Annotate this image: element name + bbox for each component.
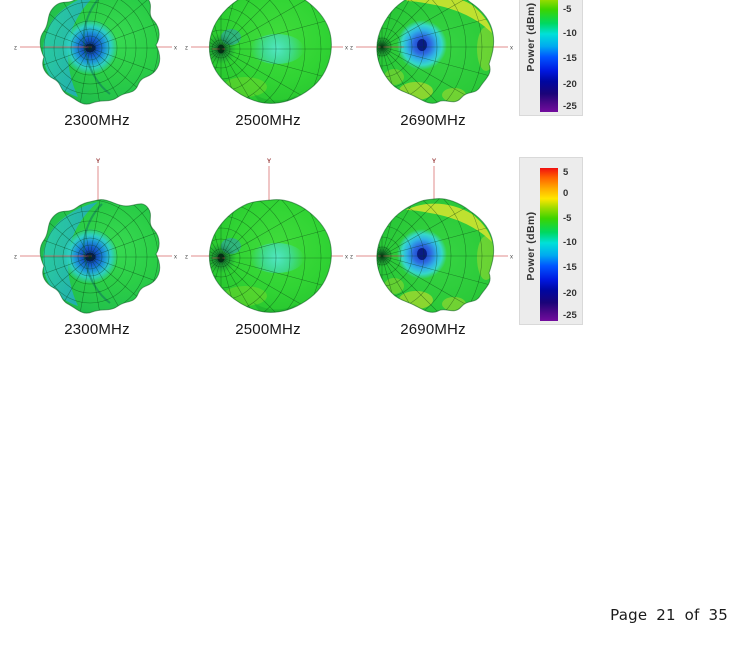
frequency-label: 2500MHz [235,112,301,129]
radiation-pattern-surface [12,180,168,334]
radiation-pattern-2690mhz-row2: Y z x 2690MHz [348,150,518,345]
colorbar-tick: 0 [563,188,569,199]
axis-label-y: Y [267,158,272,165]
radiation-pattern-2500mhz-row1: Y z x 2500MHz [183,0,353,136]
colorbar-tick: -15 [563,262,577,273]
frequency-label: 2300MHz [64,112,130,129]
axis-label-z: z [185,255,188,261]
radiation-pattern-2690mhz-row1: Y z x 2690MHz [348,0,518,136]
colorbar-tick: -20 [563,288,577,299]
radiation-pattern-surface [12,0,168,125]
colorbar-tick: -25 [563,101,577,112]
colorbar-gradient [540,0,558,112]
axis-label-x: x [174,255,177,261]
axis-label-x: x [174,46,177,52]
radiation-pattern-2500mhz-row2: Y z x 2500MHz [183,150,353,345]
radiation-pattern-2300mhz-row2: Y z x 2300MHz [12,150,182,345]
colorbar-tick: -5 [563,213,572,224]
axis-label-y: Y [432,158,437,165]
radiation-pattern-plot: Y z x [183,0,348,136]
radiation-pattern-plot: Y z x [12,158,177,345]
axis-label-z: z [14,255,17,261]
radiation-pattern-plot: Y z x [12,0,177,136]
colorbar-tick: -5 [563,4,572,15]
axis-label-x: x [345,46,348,52]
axis-label-x: x [345,255,348,261]
radiation-pattern-row-2: Y z x 2300MHz Y z x 2500MHz Y [0,150,750,350]
frequency-label: 2690MHz [400,112,466,129]
axis-label-x: x [510,46,513,52]
axis-label-z: z [185,46,188,52]
colorbar-tick: -10 [563,28,577,39]
radiation-pattern-plot: Y z x [348,0,513,136]
radiation-pattern-plot: Y z x [183,150,348,345]
colorbar-tick: -10 [563,237,577,248]
frequency-label: 2300MHz [64,321,130,338]
axis-label-z: z [14,46,17,52]
power-colorbar-row2: Power (dBm) 5 0 -5 -10 -15 -20 -25 [519,157,583,325]
frequency-label: 2500MHz [235,321,301,338]
radiation-pattern-plot: Y z x [348,150,513,345]
colorbar-title: Power (dBm) [525,2,537,72]
colorbar-tick: 5 [563,167,569,178]
colorbar-tick: -20 [563,79,577,90]
page-number: Page 21 of 35 [610,606,728,624]
power-colorbar-row1: Power (dBm) 5 0 -5 -10 -15 -20 -25 [519,0,583,116]
axis-label-x: x [510,255,513,261]
radiation-pattern-surface [183,150,343,345]
axis-label-y: Y [96,158,101,165]
colorbar-title: Power (dBm) [525,211,537,281]
colorbar-gradient [540,168,558,321]
radiation-pattern-row-1: Y z x 2300MHz Y z x 2500MHz Y [0,0,750,141]
colorbar-tick: -25 [563,310,577,321]
axis-label-z: z [350,255,353,261]
radiation-pattern-2300mhz-row1: Y z x 2300MHz [12,0,182,136]
radiation-pattern-surface [348,150,504,345]
colorbar-tick: -15 [563,53,577,64]
axis-label-z: z [350,46,353,52]
frequency-label: 2690MHz [400,321,466,338]
